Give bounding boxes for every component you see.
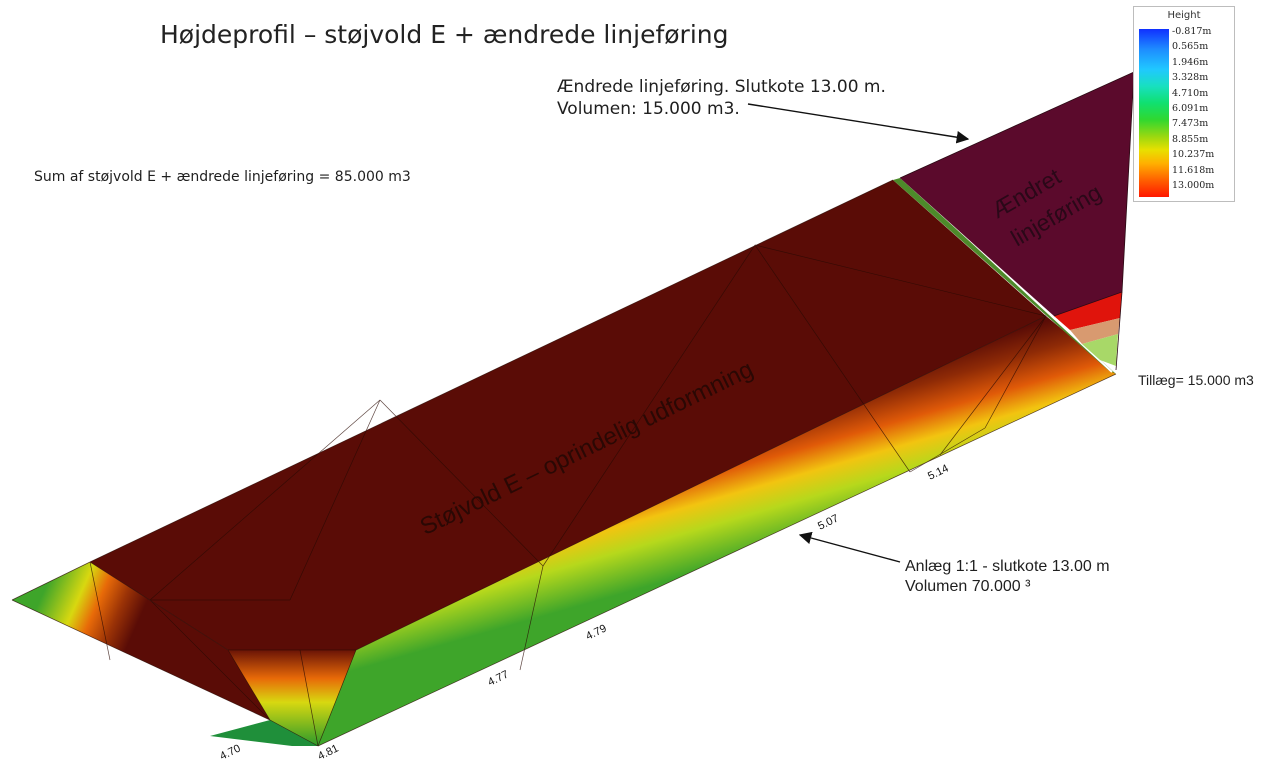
legend-value: 13.000m bbox=[1172, 179, 1215, 191]
crest-surface bbox=[90, 180, 1046, 650]
legend-value: -0.817m bbox=[1172, 26, 1212, 37]
edge-label-3: 4.77 bbox=[486, 669, 511, 689]
corner-tip bbox=[210, 720, 318, 746]
legend-value: 6.091m bbox=[1172, 102, 1209, 114]
sum-text: Sum af støjvold E + ændrede linjeføring … bbox=[34, 169, 411, 185]
tillaeg-text: Tillæg= 15.000 m3 bbox=[1138, 372, 1254, 388]
mesh-lines bbox=[11, 179, 1117, 747]
tan-patch bbox=[1070, 318, 1120, 344]
annotation-slope: Anlæg 1:1 - slutkote 13.00 m Volumen 70.… bbox=[905, 557, 1110, 597]
arrow-bottom bbox=[798, 531, 901, 563]
annotation-changed-alignment: Ændrede linjeføring. Slutkote 13.00 m. V… bbox=[557, 76, 886, 120]
edge-label-6: 5.14 bbox=[926, 463, 951, 483]
legend-value: 7.473m bbox=[1172, 118, 1209, 130]
legend-value: 10.237m bbox=[1172, 149, 1215, 161]
edge-label-5: 5.07 bbox=[816, 513, 841, 533]
legend-title: Height bbox=[1167, 10, 1201, 21]
legend-value: 1.946m bbox=[1172, 56, 1209, 68]
legend-value: 3.328m bbox=[1172, 72, 1209, 84]
annotation-top-line2: Volumen: 15.000 m3. bbox=[557, 99, 740, 119]
edge-label-4: 4.79 bbox=[584, 623, 609, 643]
legend-values: -0.817m 0.565m 1.946m 3.328m 4.710m 6.09… bbox=[1172, 24, 1214, 193]
legend-value: 8.855m bbox=[1172, 133, 1209, 145]
corner-slope bbox=[228, 650, 356, 746]
page-title: Højdeprofil – støjvold E + ændrede linje… bbox=[160, 20, 729, 49]
legend-value: 11.618m bbox=[1172, 164, 1215, 176]
legend-value: 0.565m bbox=[1172, 41, 1209, 53]
legend-color-bar bbox=[1139, 29, 1169, 197]
west-slope bbox=[12, 562, 318, 746]
green-patch bbox=[1082, 334, 1118, 366]
annotation-bottom-line1: Anlæg 1:1 - slutkote 13.00 m bbox=[905, 558, 1110, 575]
changed-alignment-outline bbox=[899, 71, 1135, 371]
south-slope bbox=[228, 316, 1116, 746]
red-patch bbox=[1054, 292, 1122, 330]
annotation-top-line1: Ændrede linjeføring. Slutkote 13.00 m. bbox=[557, 77, 886, 97]
changed-alignment-surface bbox=[900, 72, 1134, 316]
legend-value: 4.710m bbox=[1172, 87, 1209, 99]
annotation-bottom-line2: Volumen 70.000 ³ bbox=[905, 578, 1031, 595]
arrow-top bbox=[747, 103, 970, 144]
height-legend: Height -0.817m 0.565m 1.946m 3.328m 4.71… bbox=[1133, 6, 1235, 202]
edge-label-1: 4.70 bbox=[218, 743, 243, 763]
